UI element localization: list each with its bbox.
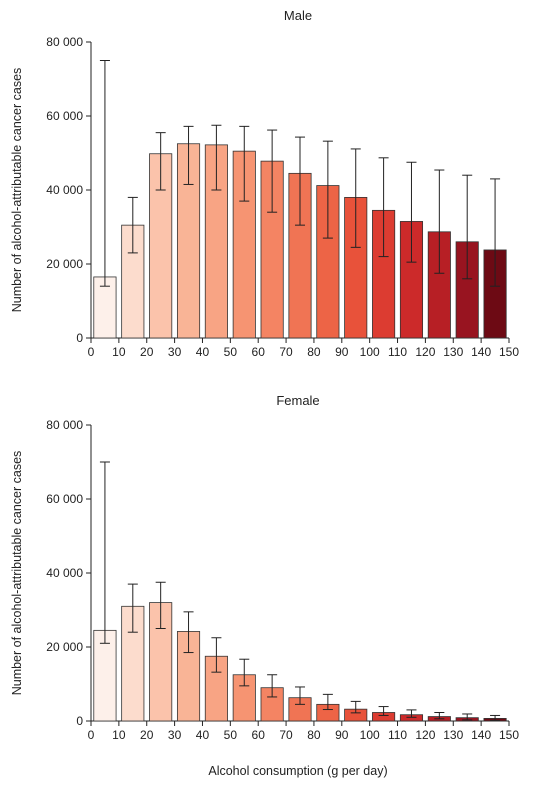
male-chart-title: Male [284,8,312,23]
female-plot-area: 0 20 000 40 000 60 000 80 000 0 10 20 30 40 50 60 70… [46,418,519,742]
female-x-tick-label: 130 [443,728,463,742]
female-chart: Female Number of alcohol-attributable ca… [10,393,519,778]
female-y-tick-label: 80 000 [46,418,83,432]
female-x-tick-label: 40 [196,728,210,742]
male-x-tick-label: 130 [443,345,463,359]
male-x-tick-label: 150 [499,345,519,359]
male-x-tick-label: 90 [335,345,349,359]
female-x-tick-label: 20 [140,728,154,742]
male-x-tick-label: 120 [415,345,435,359]
male-x-tick-label: 30 [168,345,182,359]
male-x-tick-label: 100 [360,345,380,359]
male-y-tick-label: 20 000 [46,257,83,271]
male-x-tick-label: 40 [196,345,210,359]
female-x-tick-label: 110 [388,728,407,742]
female-x-tick-label: 140 [471,728,491,742]
female-chart-title: Female [276,393,319,408]
female-x-tick-label: 70 [279,728,293,742]
female-y-tick-label: 0 [76,714,83,728]
male-y-tick-label: 0 [76,331,83,345]
male-y-axis-label: Number of alcohol-attributable cancer ca… [10,68,24,313]
male-plot-area: 0 20 000 40 000 60 000 80 000 0 10 20 30 40 50 60 70… [46,35,519,359]
female-bar [93,629,117,722]
male-x-tick-label: 140 [471,345,491,359]
male-y-tick-label: 80 000 [46,35,83,49]
female-y-tick-label: 20 000 [46,640,83,654]
male-chart: Male Number of alcohol-attributable canc… [10,8,519,359]
male-x-tick-label: 0 [88,345,95,359]
male-x-tick-label: 10 [112,345,126,359]
female-x-tick-label: 10 [112,728,126,742]
male-x-tick-label: 20 [140,345,154,359]
x-axis-label: Alcohol consumption (g per day) [208,764,387,778]
male-x-tick-label: 50 [224,345,238,359]
male-y-tick-label: 60 000 [46,109,83,123]
female-x-tick-label: 0 [88,728,95,742]
female-x-tick-label: 60 [252,728,266,742]
female-x-tick-label: 30 [168,728,182,742]
female-x-tick-label: 80 [307,728,321,742]
male-x-tick-label: 80 [307,345,321,359]
female-x-tick-label: 120 [415,728,435,742]
male-x-tick-label: 110 [388,345,407,359]
female-x-tick-label: 150 [499,728,519,742]
male-x-tick-label: 60 [252,345,266,359]
female-y-tick-label: 60 000 [46,492,83,506]
female-x-tick-label: 90 [335,728,349,742]
male-x-tick-label: 70 [279,345,293,359]
male-y-tick-label: 40 000 [46,183,83,197]
female-x-tick-label: 50 [224,728,238,742]
female-y-axis-label: Number of alcohol-attributable cancer ca… [10,451,24,696]
female-y-tick-label: 40 000 [46,566,83,580]
female-x-tick-label: 100 [360,728,380,742]
